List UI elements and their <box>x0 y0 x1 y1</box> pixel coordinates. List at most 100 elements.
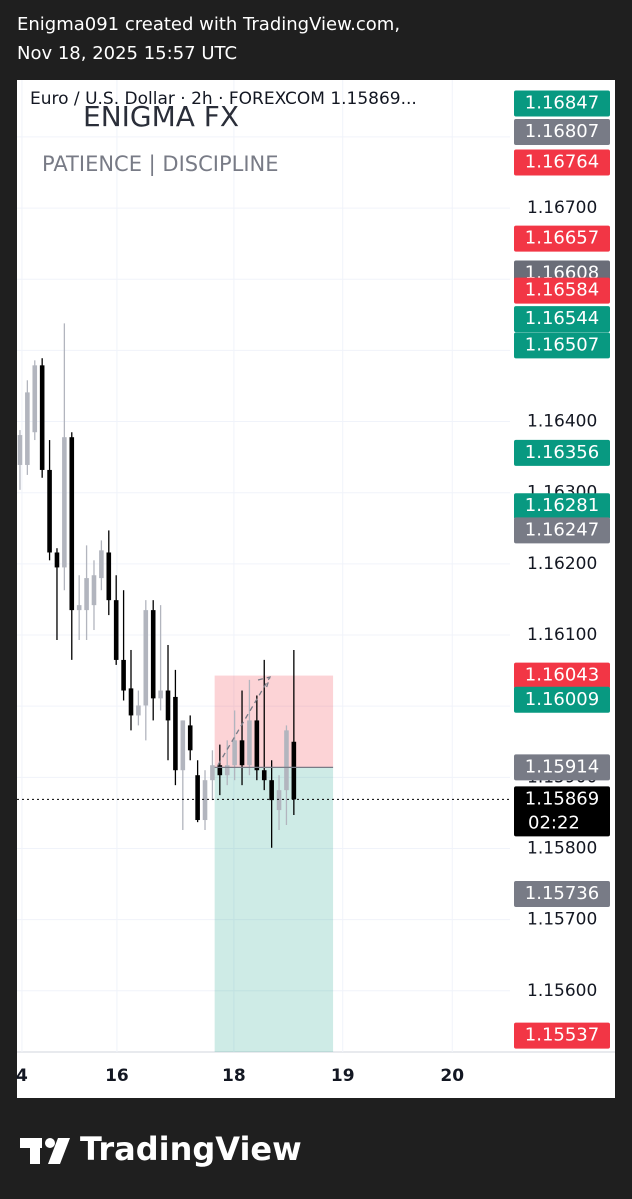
candle-body <box>284 730 289 791</box>
y-tick-label: 1.16700 <box>527 198 597 218</box>
candle-body <box>54 552 60 568</box>
price-badge <box>514 439 610 466</box>
candle-body <box>254 720 260 771</box>
candle-body <box>84 578 89 611</box>
price-badge-label: 1.15736 <box>525 883 599 904</box>
candle-body <box>47 469 52 553</box>
candle-body <box>136 705 141 716</box>
y-tick-label: 1.15800 <box>527 838 597 858</box>
price-badge-label: 1.16043 <box>525 665 599 686</box>
candle-body <box>239 740 245 766</box>
candle-body <box>202 780 208 821</box>
candle-body <box>99 550 104 579</box>
candle-body <box>39 365 45 470</box>
header-author: Enigma091 created with TradingView.com, <box>17 14 400 35</box>
watermark-title: ENIGMA FX <box>83 100 239 133</box>
target-zone <box>214 767 334 1052</box>
price-badge-label: 1.16807 <box>525 121 599 142</box>
header-date: Nov 18, 2025 15:57 UTC <box>17 43 237 64</box>
x-tick-label: 19 <box>331 1066 355 1086</box>
legend: Euro / U.S. Dollar · 2h · FOREXCOM 1.158… <box>30 89 417 109</box>
logo-dot <box>45 1138 55 1148</box>
price-badge-label: 1.16281 <box>525 495 599 516</box>
axes: 1.156001.157001.158001.159001.160001.161… <box>16 90 610 1086</box>
candle-body <box>217 765 223 776</box>
price-badge-label: 1.15914 <box>525 756 599 777</box>
price-badge-label: 1.16657 <box>525 228 599 249</box>
plot-area <box>17 323 510 1052</box>
logo-slash <box>48 1138 70 1164</box>
x-tick-label: 20 <box>440 1066 464 1086</box>
candle-body <box>91 575 97 606</box>
price-badge-label: 1.16847 <box>525 92 599 113</box>
price-badge-label: 1.16356 <box>525 442 599 463</box>
watermark-subtitle: PATIENCE | DISCIPLINE <box>42 152 279 177</box>
countdown-label: 02:22 <box>528 812 580 833</box>
candle-body <box>32 365 38 433</box>
price-badge <box>514 754 610 781</box>
candle-body <box>261 770 267 781</box>
price-badge <box>514 493 610 520</box>
drawn-arrow <box>217 676 271 766</box>
y-tick-label: 1.16200 <box>527 554 597 574</box>
candle-body <box>76 605 82 611</box>
price-badge <box>514 118 610 145</box>
candle-body <box>232 740 237 766</box>
x-tick-label: 16 <box>105 1066 129 1086</box>
last-price-badge <box>514 786 610 837</box>
candle-body <box>195 775 200 821</box>
tradingview-logo <box>20 1138 70 1164</box>
price-badge-label: 1.16584 <box>525 280 599 301</box>
price-badge <box>514 517 610 544</box>
price-badge-label: 1.16764 <box>525 152 599 173</box>
price-badge-label: 1.16507 <box>525 334 599 355</box>
candle-body <box>291 741 297 800</box>
price-badge <box>514 149 610 176</box>
candle-body <box>69 437 75 611</box>
candle-body <box>17 435 23 465</box>
price-badge-label: 1.16247 <box>525 519 599 540</box>
price-badge-label: 1.16009 <box>525 689 599 710</box>
price-badge <box>514 662 610 689</box>
candle-body <box>180 720 186 771</box>
price-badge <box>514 225 610 252</box>
price-badge <box>514 1022 610 1049</box>
candle-body <box>121 659 126 691</box>
candle-body <box>25 392 30 465</box>
candle-body <box>247 720 252 766</box>
x-tick-label: 18 <box>222 1066 246 1086</box>
candle-body <box>165 690 171 721</box>
price-badge <box>514 90 610 117</box>
last-price-label: 1.15869 <box>525 788 599 809</box>
y-tick-label: 1.15700 <box>527 910 597 930</box>
x-tick-label: 4 <box>16 1066 28 1086</box>
y-tick-label: 1.16400 <box>527 412 597 432</box>
candle-body <box>143 610 149 706</box>
grid <box>17 80 510 1052</box>
candle-body <box>106 552 112 601</box>
candle-body <box>224 765 230 776</box>
candle-body <box>62 437 67 568</box>
y-tick-label: 1.16100 <box>527 625 597 645</box>
footer-brand: TradingView <box>80 1130 302 1168</box>
candle-body <box>210 765 215 781</box>
price-badge-label: 1.15537 <box>525 1025 599 1046</box>
candle-body <box>173 696 178 771</box>
price-badge <box>514 332 610 359</box>
price-badge <box>514 881 610 908</box>
candle-body <box>128 688 134 716</box>
candle-body <box>269 780 274 801</box>
price-badge <box>514 306 610 333</box>
y-tick-label: 1.15600 <box>527 981 597 1001</box>
candle-body <box>187 725 193 751</box>
logo-stem <box>30 1138 40 1164</box>
candle-body <box>276 790 282 811</box>
candle-body <box>113 600 119 660</box>
price-badge <box>514 277 610 304</box>
candle-body <box>150 610 156 699</box>
price-badge <box>514 686 610 713</box>
price-badge-label: 1.16544 <box>525 308 599 329</box>
candle-body <box>158 690 163 699</box>
